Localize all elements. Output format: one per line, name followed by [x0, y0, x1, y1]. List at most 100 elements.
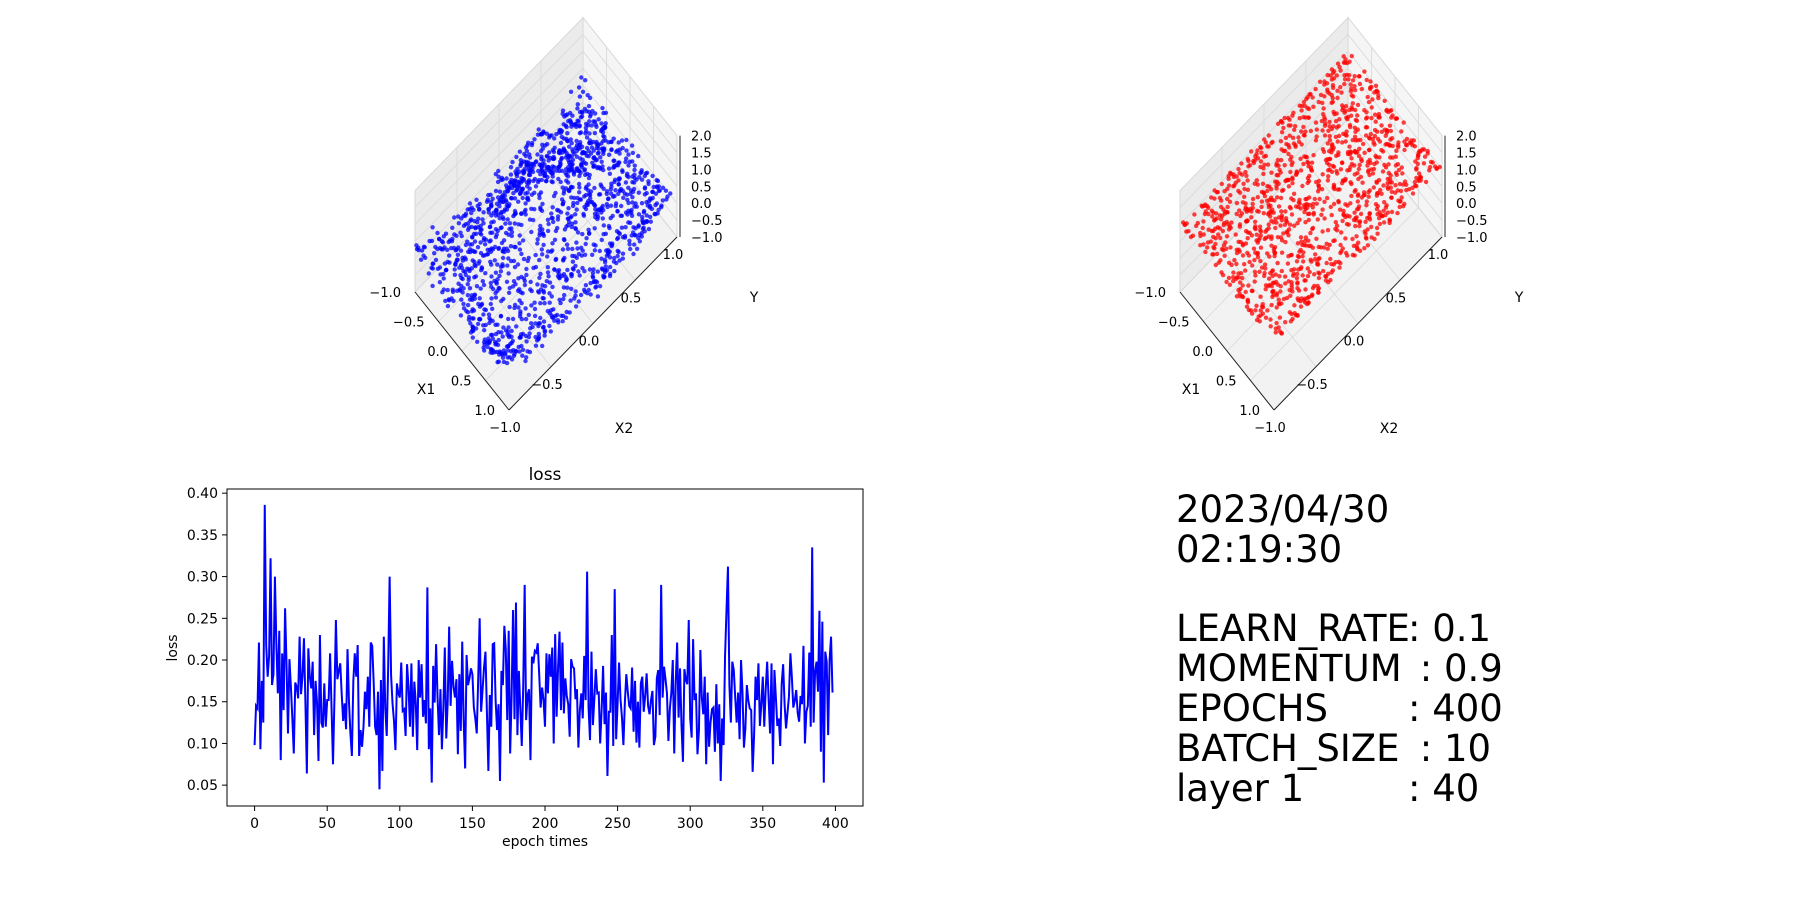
- scatter-point: [637, 239, 642, 244]
- scatter-point: [1388, 155, 1393, 160]
- scatter-point: [623, 225, 628, 230]
- x-tick-label: 0: [250, 816, 259, 832]
- scatter-point: [441, 271, 446, 277]
- scatter-point: [491, 210, 496, 215]
- scatter-point: [1236, 275, 1241, 280]
- scatter-point: [1355, 113, 1360, 118]
- scatter-point: [624, 148, 629, 153]
- scatter-point: [1427, 164, 1433, 170]
- scatter-point: [467, 286, 473, 291]
- y-tick-label: 2.0: [1456, 130, 1477, 145]
- scatter-point: [1242, 194, 1247, 199]
- grid-line: [414, 84, 678, 259]
- scatter-point: [516, 276, 521, 281]
- scatter-point: [1352, 210, 1357, 215]
- scatter-point: [1316, 290, 1321, 295]
- scatter-point: [598, 207, 604, 212]
- scatter-point: [1245, 187, 1251, 192]
- scatter-point: [522, 282, 528, 288]
- scatter-point: [1252, 269, 1258, 275]
- scatter-point: [1417, 171, 1422, 176]
- scatter-point: [449, 246, 454, 251]
- scatter-point: [505, 248, 511, 254]
- scatter-point: [1326, 128, 1331, 133]
- scatter-point: [1231, 278, 1236, 284]
- scatter-point: [563, 170, 568, 176]
- x1-tick-label: −0.5: [1158, 316, 1190, 331]
- scatter-point: [505, 348, 511, 353]
- scatter-point: [653, 191, 659, 196]
- scatter-point: [583, 241, 588, 247]
- scatter-point: [452, 272, 458, 277]
- scatter-point: [620, 188, 625, 193]
- scatter-point: [447, 260, 452, 265]
- scatter-point: [588, 280, 593, 286]
- scatter-point: [1306, 217, 1312, 223]
- scatter-point: [623, 180, 629, 185]
- scatter-point: [509, 233, 514, 239]
- scatter-point: [504, 279, 510, 284]
- scatter-point: [570, 185, 575, 190]
- scatter-point: [514, 324, 519, 329]
- scatter-point: [611, 136, 616, 141]
- scatter-point: [1339, 249, 1344, 254]
- scatter-point: [1312, 257, 1318, 262]
- scatter-point: [532, 300, 537, 305]
- scatter-point: [547, 323, 552, 329]
- scatter-point: [474, 284, 480, 289]
- scatter-point: [463, 242, 469, 248]
- scatter-point: [441, 276, 446, 281]
- scatter-point: [461, 301, 466, 307]
- scatter-point: [660, 198, 665, 203]
- scatter-point: [1273, 272, 1278, 277]
- scatter-point: [1375, 129, 1380, 134]
- scatter-point: [606, 249, 611, 254]
- scatter-point: [1388, 108, 1393, 114]
- scatter-point: [1258, 294, 1263, 299]
- scatter-point: [586, 231, 592, 236]
- scatter-point: [1329, 169, 1335, 174]
- scatter-point: [488, 259, 493, 264]
- scatter-point: [501, 325, 506, 330]
- scatter-point: [612, 179, 617, 185]
- train-scatter-points: [414, 75, 673, 366]
- scatter-point: [1283, 135, 1289, 141]
- scatter-point: [602, 274, 607, 279]
- scatter-point: [1355, 247, 1360, 252]
- scatter-point: [524, 355, 529, 360]
- scatter-point: [1375, 204, 1381, 209]
- scatter-point: [1328, 204, 1334, 210]
- scatter-point: [590, 252, 595, 257]
- param-value: : 0.1: [1408, 607, 1492, 650]
- scatter-point: [1379, 191, 1384, 196]
- scatter-point: [1377, 221, 1383, 227]
- scatter-point: [535, 282, 540, 287]
- scatter-point: [1345, 253, 1350, 258]
- scatter-point: [529, 321, 534, 326]
- scatter-point: [605, 196, 611, 202]
- scatter-point: [1281, 231, 1286, 236]
- scatter-point: [1255, 182, 1260, 187]
- scatter-point: [1267, 254, 1272, 259]
- y-tick-label: 1.0: [691, 163, 712, 178]
- y-tick-label: 0.10: [187, 736, 218, 752]
- scatter-point: [1254, 303, 1259, 308]
- scatter-point: [1250, 263, 1255, 268]
- scatter-point: [1269, 302, 1274, 308]
- scatter-point: [506, 290, 512, 295]
- scatter-point: [1269, 284, 1275, 289]
- scatter-point: [597, 284, 603, 289]
- scatter-point: [526, 334, 532, 340]
- scatter-point: [1283, 209, 1288, 214]
- scatter-point: [1305, 176, 1311, 181]
- scatter-point: [626, 152, 631, 157]
- x1-tick-label: 0.5: [1216, 375, 1237, 390]
- scatter-point: [1234, 211, 1239, 217]
- scatter-point: [467, 207, 472, 212]
- scatter-point: [443, 298, 448, 304]
- scatter-point: [626, 174, 631, 180]
- scatter-point: [1352, 134, 1358, 139]
- scatter-point: [607, 171, 613, 176]
- scatter-point: [582, 106, 588, 112]
- scatter-point: [1245, 230, 1251, 235]
